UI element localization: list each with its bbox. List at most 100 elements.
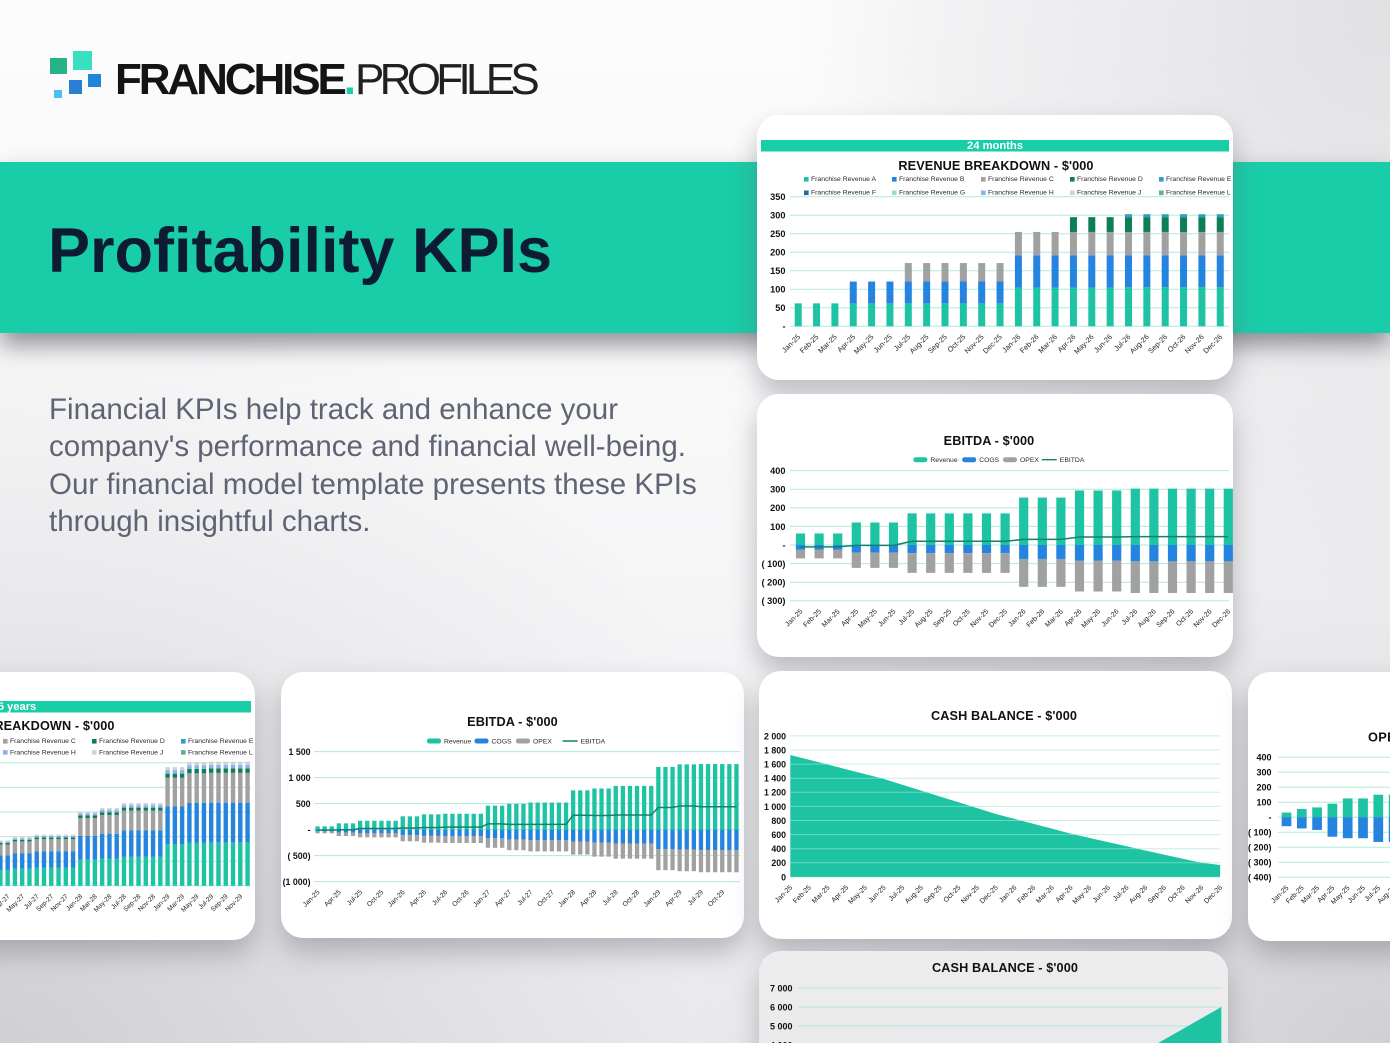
svg-text:Nov-26: Nov-26 bbox=[1193, 608, 1214, 629]
svg-text:Sep-26: Sep-26 bbox=[1146, 332, 1169, 355]
svg-text:( 400): ( 400) bbox=[1248, 873, 1272, 883]
svg-text:Franchise Revenue C: Franchise Revenue C bbox=[988, 176, 1054, 183]
svg-text:Mar-25: Mar-25 bbox=[811, 884, 832, 905]
svg-text:Jan-25: Jan-25 bbox=[780, 332, 802, 354]
svg-text:Franchise Revenue L: Franchise Revenue L bbox=[188, 749, 253, 756]
svg-text:-: - bbox=[308, 825, 311, 835]
svg-text:May-25: May-25 bbox=[852, 332, 876, 356]
svg-text:Dec-26: Dec-26 bbox=[1211, 608, 1232, 629]
svg-text:Jan-26: Jan-26 bbox=[998, 884, 1018, 904]
svg-text:Aug-26: Aug-26 bbox=[1128, 332, 1151, 355]
svg-text:Sep-26: Sep-26 bbox=[1155, 608, 1176, 629]
svg-text:EBITDA: EBITDA bbox=[1060, 457, 1085, 464]
svg-text:Oct-26: Oct-26 bbox=[1175, 608, 1195, 628]
svg-text:1 600: 1 600 bbox=[764, 760, 786, 770]
svg-text:( 300): ( 300) bbox=[1248, 858, 1272, 868]
svg-text:( 200): ( 200) bbox=[761, 578, 785, 588]
svg-text:Nov-25: Nov-25 bbox=[969, 608, 990, 629]
svg-text:Franchise Revenue E: Franchise Revenue E bbox=[188, 738, 254, 745]
svg-text:Mar-26: Mar-26 bbox=[1044, 608, 1065, 629]
svg-text:(1 000): (1 000) bbox=[283, 877, 311, 887]
svg-text:( 100): ( 100) bbox=[1248, 828, 1272, 838]
svg-text:Franchise Revenue D: Franchise Revenue D bbox=[1077, 176, 1143, 183]
svg-text:Franchise Revenue F: Franchise Revenue F bbox=[811, 190, 876, 197]
svg-text:Franchise Revenue H: Franchise Revenue H bbox=[988, 190, 1054, 197]
svg-text:50: 50 bbox=[775, 303, 785, 313]
svg-text:COGS: COGS bbox=[492, 738, 512, 745]
svg-text:24 months: 24 months bbox=[967, 140, 1023, 152]
svg-text:Sep-25: Sep-25 bbox=[932, 608, 953, 629]
svg-text:Jan-27: Jan-27 bbox=[472, 889, 492, 909]
svg-text:Apr-27: Apr-27 bbox=[494, 889, 514, 909]
svg-text:CASH BALANCE - $'000: CASH BALANCE - $'000 bbox=[931, 709, 1077, 723]
svg-text:Oct-26: Oct-26 bbox=[451, 889, 471, 909]
svg-text:( 100): ( 100) bbox=[761, 559, 785, 569]
svg-text:Jan-25: Jan-25 bbox=[774, 884, 794, 904]
svg-text:Feb-25: Feb-25 bbox=[798, 332, 821, 355]
svg-text:Jan-28: Jan-28 bbox=[557, 889, 577, 909]
svg-text:1 800: 1 800 bbox=[764, 745, 786, 755]
svg-text:7 000: 7 000 bbox=[770, 983, 793, 993]
svg-text:200: 200 bbox=[771, 858, 786, 868]
svg-text:Nov-26: Nov-26 bbox=[1184, 884, 1205, 905]
svg-text:Jun-25: Jun-25 bbox=[877, 608, 897, 628]
svg-text:Jun-25: Jun-25 bbox=[1347, 885, 1367, 905]
svg-text:0: 0 bbox=[781, 872, 786, 882]
svg-text:Jul-29: Jul-29 bbox=[687, 889, 705, 907]
svg-text:Mar-26: Mar-26 bbox=[1036, 332, 1059, 355]
svg-text:OPEX BREAKDOWN - $'000: OPEX BREAKDOWN - $'000 bbox=[1368, 730, 1390, 745]
svg-text:Aug-25: Aug-25 bbox=[908, 332, 931, 355]
svg-text:Dec-26: Dec-26 bbox=[1201, 332, 1224, 355]
svg-text:Oct-28: Oct-28 bbox=[622, 889, 642, 909]
svg-text:Jun-25: Jun-25 bbox=[868, 884, 888, 904]
svg-text:Dec-26: Dec-26 bbox=[1203, 884, 1224, 905]
svg-text:Apr-28: Apr-28 bbox=[579, 889, 599, 909]
svg-text:Revenue: Revenue bbox=[444, 738, 471, 745]
svg-text:1 200: 1 200 bbox=[764, 788, 786, 798]
svg-text:Nov-25: Nov-25 bbox=[960, 884, 981, 905]
svg-text:Nov-25: Nov-25 bbox=[963, 332, 986, 355]
svg-text:May-26: May-26 bbox=[1072, 884, 1094, 906]
svg-text:Aug-26: Aug-26 bbox=[1137, 608, 1158, 629]
svg-text:Feb-25: Feb-25 bbox=[792, 884, 813, 905]
svg-text:REVENUE BREAKDOWN - $'000: REVENUE BREAKDOWN - $'000 bbox=[898, 159, 1093, 173]
svg-text:4 000: 4 000 bbox=[770, 1040, 793, 1043]
svg-text:Oct-25: Oct-25 bbox=[943, 884, 963, 904]
svg-text:Franchise Revenue H: Franchise Revenue H bbox=[10, 749, 76, 756]
svg-text:200: 200 bbox=[770, 248, 785, 258]
svg-text:Dec-25: Dec-25 bbox=[979, 884, 1000, 905]
svg-text:100: 100 bbox=[770, 285, 785, 295]
svg-text:Sep-25: Sep-25 bbox=[926, 332, 949, 355]
svg-text:1 000: 1 000 bbox=[288, 773, 310, 783]
svg-text:Apr-26: Apr-26 bbox=[409, 889, 429, 909]
svg-text:Dec-25: Dec-25 bbox=[988, 608, 1009, 629]
svg-text:1 000: 1 000 bbox=[764, 802, 786, 812]
svg-text:800: 800 bbox=[771, 816, 786, 826]
svg-text:Dec-25: Dec-25 bbox=[981, 332, 1004, 355]
svg-text:5 years: 5 years bbox=[0, 701, 36, 713]
svg-text:OPEX: OPEX bbox=[1020, 457, 1039, 464]
svg-text:Jul-28: Jul-28 bbox=[602, 889, 620, 907]
svg-text:400: 400 bbox=[770, 466, 785, 476]
svg-text:250: 250 bbox=[770, 229, 785, 239]
svg-text:Aug-25: Aug-25 bbox=[914, 608, 935, 629]
svg-text:Aug-26: Aug-26 bbox=[1128, 884, 1149, 905]
svg-text:Sep-26: Sep-26 bbox=[1147, 884, 1168, 905]
svg-text:100: 100 bbox=[1256, 798, 1271, 808]
svg-text:Franchise Revenue J: Franchise Revenue J bbox=[99, 749, 163, 756]
svg-text:Revenue: Revenue bbox=[930, 457, 957, 464]
svg-text:May-25: May-25 bbox=[848, 884, 870, 906]
svg-text:100: 100 bbox=[770, 522, 785, 532]
svg-text:5 000: 5 000 bbox=[770, 1021, 793, 1031]
svg-text:Sep-25: Sep-25 bbox=[923, 884, 944, 905]
svg-text:( 300): ( 300) bbox=[761, 596, 785, 606]
svg-text:Aug-25: Aug-25 bbox=[904, 884, 925, 905]
svg-text:300: 300 bbox=[1256, 768, 1271, 778]
svg-text:EBITDA - $'000: EBITDA - $'000 bbox=[467, 715, 558, 729]
svg-text:Jan-25: Jan-25 bbox=[784, 608, 804, 628]
svg-text:Jan-25: Jan-25 bbox=[302, 889, 322, 909]
svg-text:Oct-25: Oct-25 bbox=[952, 608, 972, 628]
svg-text:2 000: 2 000 bbox=[764, 731, 786, 741]
svg-text:EBITDA - $'000: EBITDA - $'000 bbox=[944, 434, 1035, 448]
svg-text:Feb-26: Feb-26 bbox=[1026, 608, 1047, 629]
